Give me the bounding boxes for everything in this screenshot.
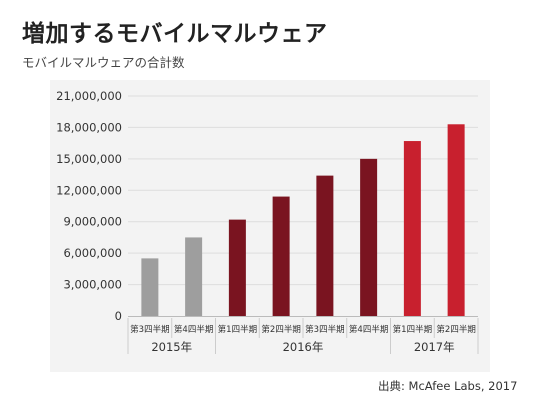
year-label: 2017年 [414, 340, 455, 354]
y-tick-label: 21,000,000 [56, 89, 122, 103]
y-tick-label: 12,000,000 [56, 183, 122, 197]
bar [141, 258, 159, 316]
bar [447, 124, 465, 317]
chart-subtitle: モバイルマルウェアの合計数 [22, 55, 185, 70]
y-tick-label: 15,000,000 [56, 152, 122, 166]
y-tick-label: 0 [115, 309, 122, 323]
source-note: 出典: McAfee Labs, 2017 [378, 379, 518, 393]
y-tick-label: 18,000,000 [56, 120, 122, 134]
x-tick-label: 第4四半期 [174, 324, 213, 335]
x-tick-label: 第3四半期 [130, 324, 169, 335]
x-tick-label: 第2四半期 [261, 324, 300, 335]
x-tick-label: 第1四半期 [393, 324, 432, 335]
bar [228, 219, 246, 316]
x-tick-label: 第3四半期 [305, 324, 344, 335]
bar [403, 141, 421, 316]
x-tick-label: 第2四半期 [436, 324, 475, 335]
year-label: 2015年 [151, 340, 192, 354]
x-tick-label: 第1四半期 [218, 324, 257, 335]
bar [272, 196, 290, 316]
bar [316, 175, 334, 316]
bar [185, 237, 203, 316]
year-label: 2016年 [283, 340, 324, 354]
y-tick-label: 9,000,000 [63, 215, 122, 229]
chart-title: 増加するモバイルマルウェア [22, 21, 328, 47]
y-tick-label: 6,000,000 [63, 246, 122, 260]
x-tick-label: 第4四半期 [349, 324, 388, 335]
bar [360, 158, 378, 316]
y-tick-label: 3,000,000 [63, 278, 122, 292]
